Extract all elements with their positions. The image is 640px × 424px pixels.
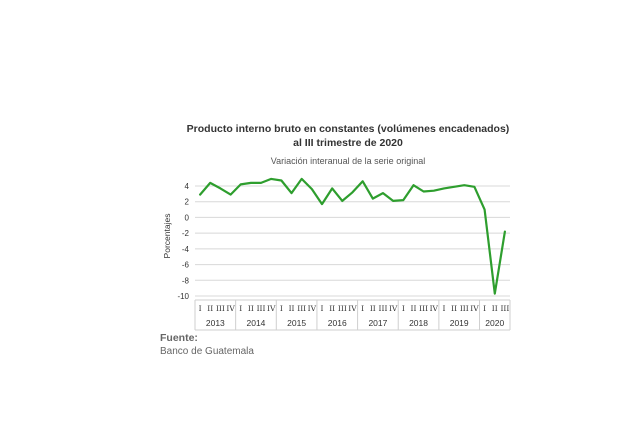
x-tick-label: IV: [430, 304, 439, 313]
x-year-label: 2013: [206, 318, 225, 328]
x-year-label: 2019: [450, 318, 469, 328]
x-tick-label: II: [329, 304, 335, 313]
x-tick-label: I: [321, 304, 324, 313]
x-tick-label: III: [297, 304, 306, 313]
x-tick-label: III: [216, 304, 225, 313]
y-axis-ticks: 4 2 0 -2 -4 -6 -8 -10: [177, 182, 189, 301]
x-year-label: 2017: [368, 318, 387, 328]
x-tick-label: I: [199, 304, 202, 313]
chart-title-line2: al III trimestre de 2020: [293, 137, 403, 149]
source-label: Fuente:: [160, 332, 198, 344]
y-tick-label: -8: [182, 276, 190, 285]
x-tick-label: IV: [308, 304, 317, 313]
y-axis-label: Porcentajes: [162, 214, 172, 259]
x-tick-label: II: [410, 304, 416, 313]
x-tick-label: III: [419, 304, 428, 313]
x-tick-label: I: [239, 304, 242, 313]
x-tick-label: III: [338, 304, 347, 313]
x-tick-label: IV: [226, 304, 235, 313]
x-tick-label: IV: [389, 304, 398, 313]
x-tick-label: I: [442, 304, 445, 313]
series-line: [199, 177, 506, 295]
x-tick-label: IV: [470, 304, 479, 313]
x-year-label: 2018: [409, 318, 428, 328]
x-tick-label: IV: [348, 304, 357, 313]
x-tick-label: III: [379, 304, 388, 313]
y-tick-label: 2: [185, 198, 190, 207]
x-axis: I II III IV I II III IV I II III IV I II III IV I II III IV…: [194, 299, 511, 331]
x-year-label: 2014: [247, 318, 266, 328]
x-tick-label: II: [248, 304, 254, 313]
y-tick-label: -2: [182, 229, 190, 238]
x-tick-label: III: [500, 304, 509, 313]
x-tick-label: II: [370, 304, 376, 313]
x-tick-label: I: [483, 304, 486, 313]
x-tick-label: II: [492, 304, 498, 313]
x-tick-label: I: [402, 304, 405, 313]
y-tick-label: 0: [185, 213, 190, 222]
chart-subtitle: Variación interanual de la serie origina…: [271, 156, 425, 166]
x-tick-label: II: [289, 304, 295, 313]
x-tick-label: III: [257, 304, 266, 313]
x-tick-label: II: [207, 304, 213, 313]
x-tick-label: I: [361, 304, 364, 313]
x-tick-label: III: [460, 304, 469, 313]
series-group: [199, 177, 506, 295]
source-text: Banco de Guatemala: [160, 346, 254, 357]
x-tick-label: II: [451, 304, 457, 313]
y-tick-label: -6: [182, 261, 190, 270]
y-tick-label: 4: [185, 182, 190, 191]
x-tick-label: IV: [267, 304, 276, 313]
gridlines: [195, 185, 510, 297]
x-year-label: 2016: [328, 318, 347, 328]
chart-title-line1: Producto interno bruto en constantes (vo…: [187, 123, 510, 135]
x-year-label: 2020: [485, 318, 504, 328]
y-tick-label: -10: [177, 292, 189, 301]
x-tick-label: I: [280, 304, 283, 313]
x-year-label: 2015: [287, 318, 306, 328]
y-tick-label: -4: [182, 245, 190, 254]
